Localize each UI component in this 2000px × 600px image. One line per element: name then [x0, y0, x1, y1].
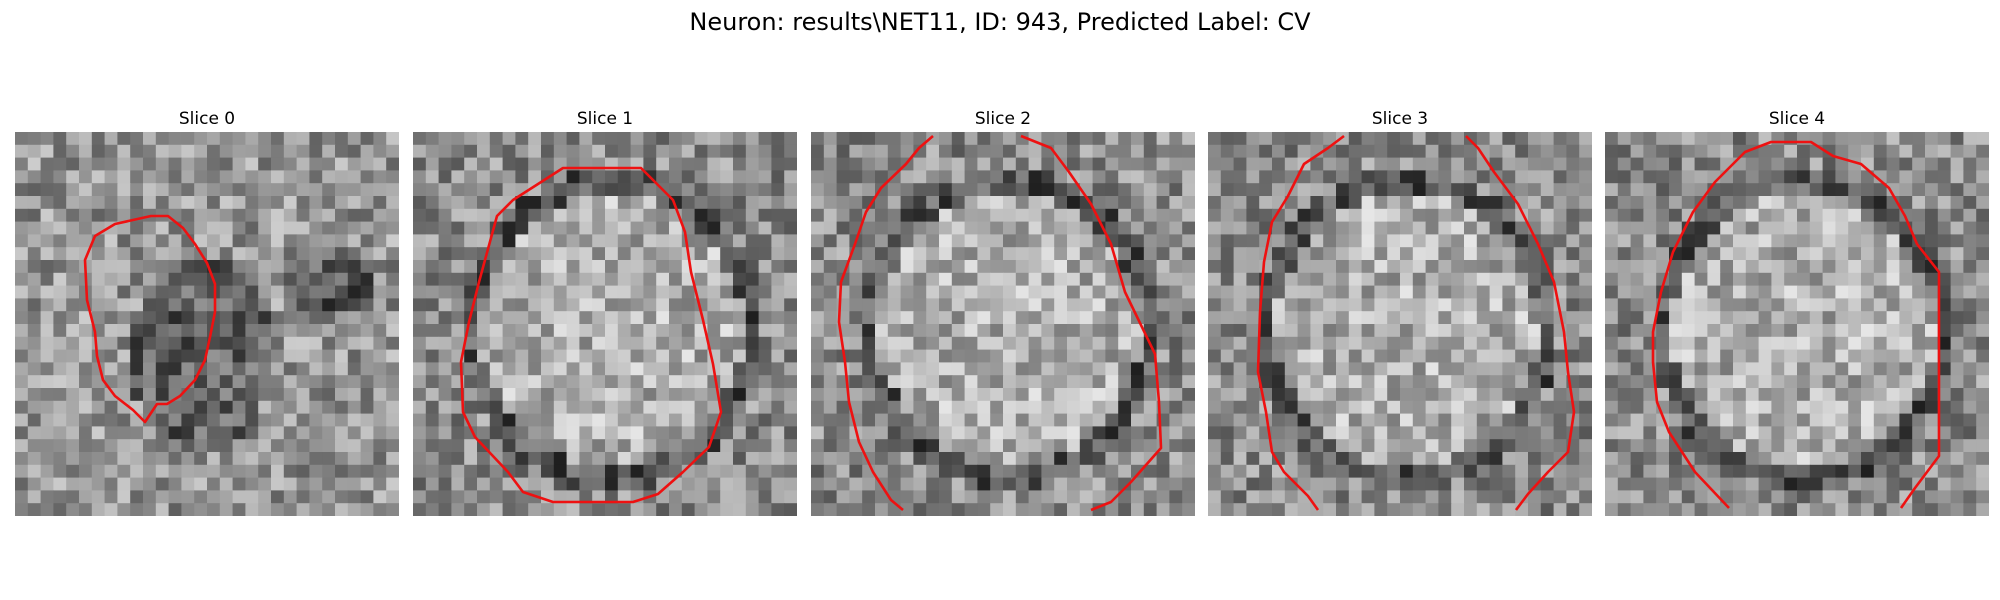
slice-panel-3: Slice 3 [1208, 108, 1592, 516]
neuron-contour-left [837, 135, 934, 511]
slice-panel-1: Slice 1 [413, 108, 797, 516]
slice-panel-0: Slice 0 [15, 108, 399, 516]
neuron-contour [83, 214, 217, 424]
neuron-contour-left [1256, 134, 1345, 511]
neuron-contour-right [1020, 134, 1163, 512]
figure-title: Neuron: results\NET11, ID: 943, Predicte… [689, 8, 1311, 36]
slice-image [811, 132, 1195, 516]
neuron-contour [459, 166, 723, 504]
slice-panel-2: Slice 2 [811, 108, 1195, 516]
slice-panel-4: Slice 4 [1605, 108, 1989, 516]
slice-image [1208, 132, 1592, 516]
slice-image [1605, 132, 1989, 516]
slice-image [15, 132, 399, 516]
slice-title: Slice 0 [178, 109, 236, 129]
neuron-contour [1651, 140, 1941, 509]
slice-image [413, 132, 797, 516]
slice-title: Slice 2 [974, 109, 1032, 129]
slice-title: Slice 1 [576, 109, 634, 129]
neuron-contour-right [1465, 135, 1576, 511]
slice-title: Slice 3 [1371, 109, 1429, 129]
slice-title: Slice 4 [1768, 109, 1826, 129]
